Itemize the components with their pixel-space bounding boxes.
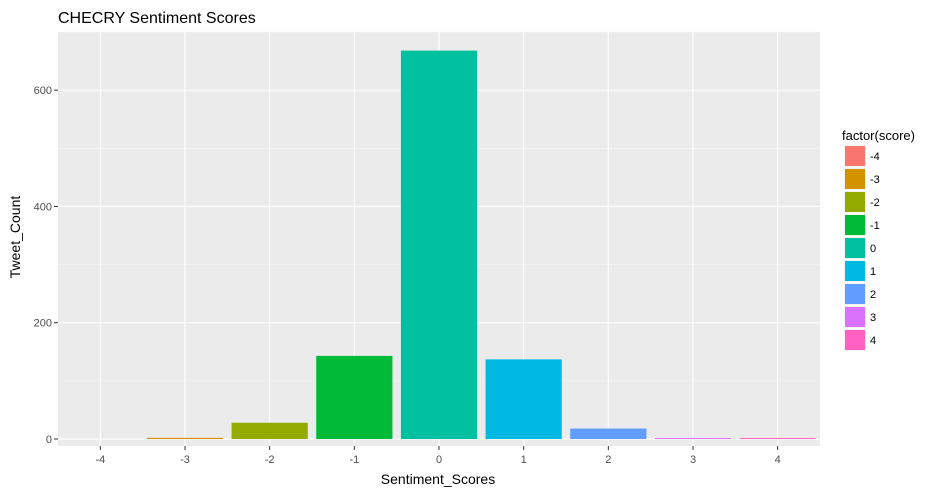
y-tick-label: 200 — [34, 318, 52, 330]
legend-key--1 — [845, 215, 865, 235]
x-tick-label: -2 — [265, 454, 275, 466]
legend: factor(score) -4 -3 -2 -1 0 1 2 3 4 — [842, 128, 915, 351]
x-tick-label: -3 — [180, 454, 190, 466]
legend-title: factor(score) — [842, 128, 915, 143]
bar-0 — [400, 50, 478, 440]
bar-4 — [739, 438, 816, 440]
legend-key--3 — [845, 169, 865, 189]
legend-key--4 — [845, 146, 865, 166]
legend-key--2 — [845, 192, 865, 212]
x-tick-label: 4 — [775, 454, 781, 466]
x-tick-label: -1 — [349, 454, 359, 466]
legend-label: 4 — [870, 335, 876, 347]
legend-label: 0 — [870, 243, 876, 255]
legend-label: -2 — [870, 197, 880, 209]
legend-label: -4 — [870, 151, 880, 163]
plot-panel — [58, 31, 820, 446]
legend-key-2 — [845, 284, 865, 304]
x-tick-label: 3 — [690, 454, 696, 466]
y-tick-label: 600 — [34, 85, 52, 97]
legend-label: -1 — [870, 220, 880, 232]
y-tick-label: 400 — [34, 201, 52, 213]
y-axis: 0 200 400 600 — [34, 85, 58, 446]
legend-label: 2 — [870, 289, 876, 301]
x-tick-label: 0 — [436, 454, 442, 466]
chart-title: CHECRY Sentiment Scores — [58, 10, 256, 27]
legend-key-3 — [845, 307, 865, 327]
x-axis: -4 -3 -2 -1 0 1 2 3 4 — [95, 446, 781, 466]
bar--1 — [316, 355, 393, 440]
bar-3 — [654, 438, 732, 440]
legend-key-4 — [845, 330, 865, 350]
y-axis-title: Tweet_Count — [7, 196, 23, 279]
x-tick-label: 2 — [605, 454, 611, 466]
legend-key-0 — [845, 238, 865, 258]
bar--3 — [146, 437, 224, 440]
x-tick-label: -4 — [95, 454, 105, 466]
x-tick-label: 1 — [521, 454, 527, 466]
legend-label: -3 — [870, 174, 880, 186]
legend-label: 3 — [870, 312, 876, 324]
bar-1 — [485, 359, 562, 440]
bar--2 — [231, 422, 308, 440]
bar-2 — [570, 428, 647, 440]
x-axis-title: Sentiment_Scores — [381, 471, 495, 487]
legend-label: 1 — [870, 266, 876, 278]
legend-key-1 — [845, 261, 865, 281]
y-tick-label: 0 — [46, 434, 52, 446]
